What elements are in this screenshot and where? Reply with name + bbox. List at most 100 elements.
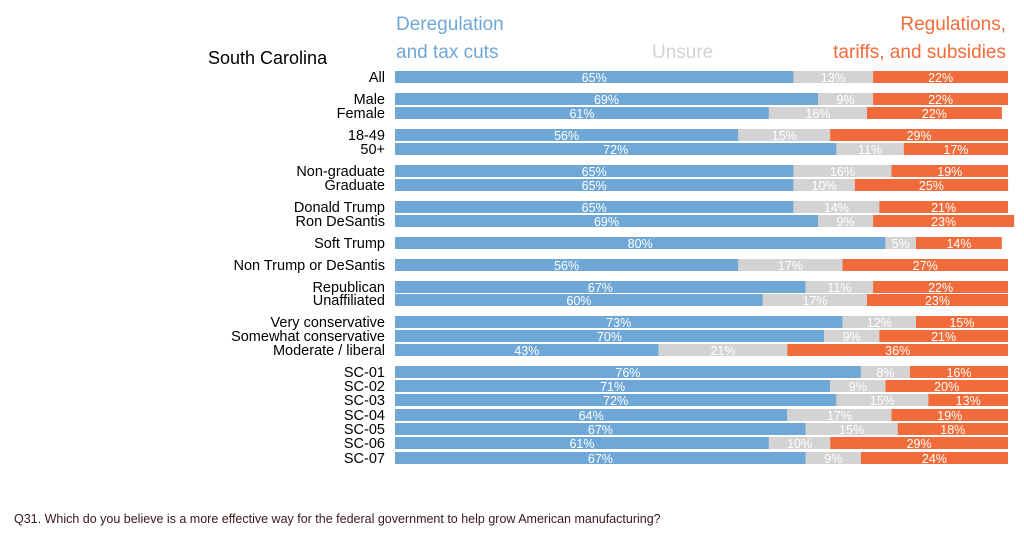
bar-segment-regulations (860, 452, 1008, 464)
bar-segment-unsure (787, 409, 892, 421)
value-label-unsure: 9% (837, 93, 855, 107)
bar-row: SC-06 61% 10% 29% (344, 436, 1008, 452)
bar-segment-deregulation (395, 294, 763, 306)
value-label-unsure: 15% (870, 394, 895, 408)
bar-row: Male 69% 9% 22% (354, 92, 1008, 108)
value-label-regulations: 18% (940, 423, 965, 437)
bar-segment-regulations (854, 179, 1009, 191)
bar-row: All 65% 13% 22% (369, 70, 1008, 86)
bar-row: SC-01 76% 8% 16% (344, 365, 1008, 381)
category-label: Unaffiliated (313, 293, 385, 309)
bar-segment-deregulation (395, 452, 806, 464)
value-label-regulations: 27% (913, 259, 938, 273)
bar-segment-unsure (738, 129, 831, 141)
value-label-deregulation: 65% (582, 179, 607, 193)
category-label: SC-07 (344, 451, 385, 467)
value-label-deregulation: 70% (597, 330, 622, 344)
value-label-regulations: 13% (956, 394, 981, 408)
bar-row: SC-05 67% 15% 18% (344, 422, 1008, 438)
bar-segment-regulations (903, 143, 1008, 155)
bar-segment-unsure (762, 294, 867, 306)
value-label-regulations: 21% (931, 330, 956, 344)
bar-segment-deregulation (395, 201, 794, 213)
bar-row: Very conservative 73% 12% 15% (271, 315, 1008, 331)
bar-segment-deregulation (395, 107, 769, 119)
value-label-unsure: 13% (821, 71, 846, 85)
value-label-deregulation: 67% (588, 452, 613, 466)
category-label: SC-04 (344, 408, 385, 424)
value-label-unsure: 17% (778, 259, 803, 273)
category-label: Non-graduate (296, 164, 385, 180)
bar-row: Graduate 65% 10% 25% (325, 178, 1009, 194)
value-label-unsure: 17% (827, 409, 852, 423)
bar-segment-deregulation (395, 93, 818, 105)
value-label-deregulation: 76% (615, 366, 640, 380)
value-label-unsure: 11% (827, 281, 851, 295)
bar-row: SC-03 72% 15% 13% (344, 393, 1008, 409)
legend-regulations-line2: tariffs, and subsidies (833, 42, 1006, 63)
value-label-unsure: 10% (787, 437, 812, 451)
value-label-deregulation: 65% (582, 165, 607, 179)
bar-segment-unsure (658, 344, 788, 356)
bar-segment-deregulation (395, 344, 659, 356)
category-label: SC-01 (344, 365, 385, 381)
value-label-unsure: 15% (839, 423, 864, 437)
category-label: Ron DeSantis (296, 214, 385, 230)
bar-segment-regulations (867, 107, 1002, 119)
category-label: Republican (312, 280, 385, 296)
value-label-regulations: 22% (928, 93, 953, 107)
value-label-regulations: 23% (925, 294, 950, 308)
value-label-deregulation: 67% (588, 423, 613, 437)
category-label: SC-06 (344, 436, 385, 452)
bar-segment-unsure (824, 330, 880, 342)
bar-segment-regulations (830, 437, 1008, 449)
value-label-unsure: 9% (824, 452, 842, 466)
category-label: Graduate (325, 178, 385, 194)
bar-segment-regulations (867, 294, 1008, 306)
bar-row: Non-graduate 65% 16% 19% (296, 164, 1008, 180)
value-label-deregulation: 73% (606, 316, 631, 330)
bar-segment-unsure (793, 71, 874, 83)
bar-segment-deregulation (395, 366, 861, 378)
value-label-regulations: 14% (946, 237, 971, 251)
category-label: Donald Trump (294, 200, 385, 216)
value-label-regulations: 15% (949, 316, 974, 330)
value-label-deregulation: 61% (569, 437, 594, 451)
bar-row: Moderate / liberal 43% 21% 36% (273, 343, 1008, 359)
value-label-unsure: 5% (892, 237, 910, 251)
value-label-unsure: 12% (867, 316, 892, 330)
bar-segment-deregulation (395, 423, 806, 435)
legend-deregulation-line2: and tax cuts (396, 42, 498, 63)
value-label-regulations: 22% (928, 281, 953, 295)
value-label-deregulation: 65% (582, 201, 607, 215)
value-label-regulations: 19% (937, 409, 962, 423)
value-label-deregulation: 60% (566, 294, 591, 308)
bar-row: 50+ 72% 11% 17% (360, 142, 1008, 158)
value-label-deregulation: 69% (594, 215, 619, 229)
bar-segment-unsure (836, 394, 929, 406)
value-label-regulations: 22% (922, 107, 947, 121)
value-label-unsure: 15% (772, 129, 797, 143)
value-label-deregulation: 72% (603, 394, 628, 408)
bar-row: Donald Trump 65% 14% 21% (294, 200, 1008, 216)
category-label: All (369, 70, 385, 86)
bar-row: Republican 67% 11% 22% (312, 280, 1008, 296)
bar-segment-regulations (879, 201, 1008, 213)
value-label-unsure: 9% (843, 330, 861, 344)
bar-rows: All 65% 13% 22% Male 69% 9% 22% Female 61% 16% 22% 1… (231, 70, 1015, 467)
value-label-unsure: 9% (849, 380, 867, 394)
category-label: Very conservative (271, 315, 385, 331)
bar-segment-unsure (793, 201, 880, 213)
bar-segment-deregulation (395, 179, 794, 191)
value-label-unsure: 21% (710, 344, 735, 358)
bar-row: 18-49 56% 15% 29% (348, 128, 1008, 144)
category-label: SC-03 (344, 393, 385, 409)
bar-segment-unsure (768, 107, 867, 119)
value-label-regulations: 21% (931, 201, 956, 215)
question-text: Q31. Which do you believe is a more effe… (14, 512, 661, 526)
bar-segment-unsure (842, 316, 917, 328)
value-label-regulations: 20% (934, 380, 959, 394)
bar-segment-unsure (805, 423, 898, 435)
bar-segment-unsure (768, 437, 831, 449)
bar-segment-deregulation (395, 215, 818, 227)
